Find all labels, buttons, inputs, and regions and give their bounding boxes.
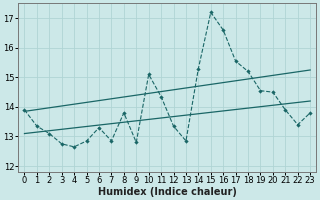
X-axis label: Humidex (Indice chaleur): Humidex (Indice chaleur) [98, 187, 237, 197]
